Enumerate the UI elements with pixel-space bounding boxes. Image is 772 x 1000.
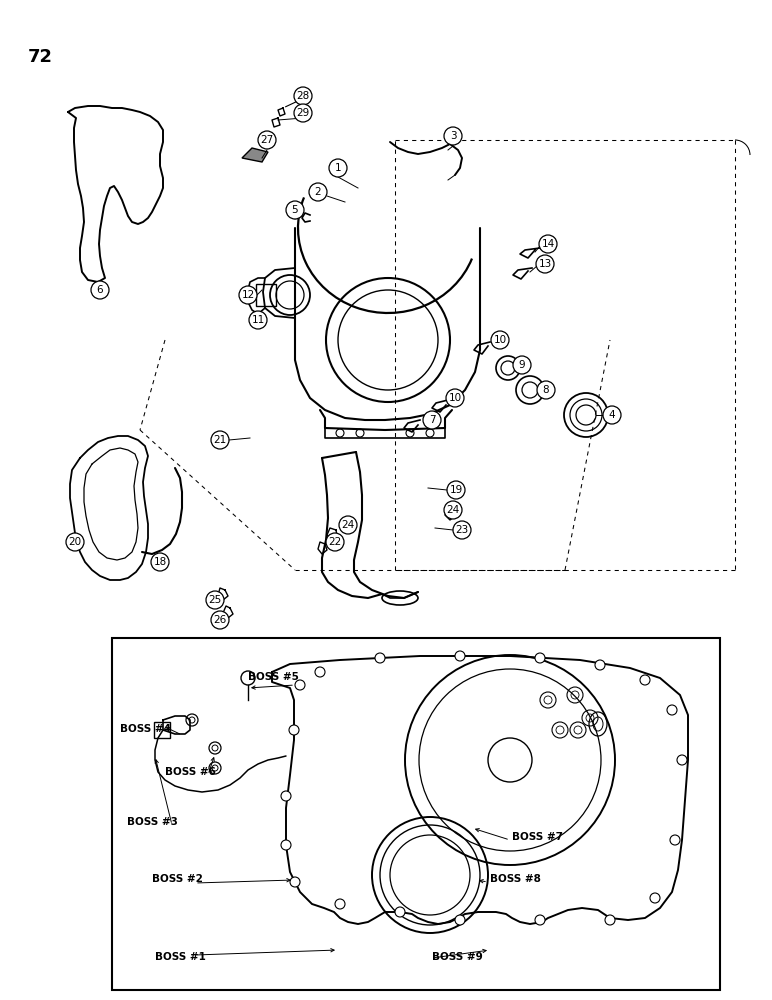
Text: 29: 29: [296, 108, 310, 118]
Text: 8: 8: [543, 385, 550, 395]
Circle shape: [453, 521, 471, 539]
Circle shape: [335, 899, 345, 909]
Circle shape: [294, 87, 312, 105]
Circle shape: [281, 840, 291, 850]
Circle shape: [309, 183, 327, 201]
Circle shape: [491, 331, 509, 349]
Circle shape: [455, 915, 465, 925]
Text: 10: 10: [449, 393, 462, 403]
Circle shape: [423, 411, 441, 429]
Circle shape: [670, 835, 680, 845]
Text: 4: 4: [608, 410, 615, 420]
Text: 9: 9: [519, 360, 525, 370]
Text: 24: 24: [341, 520, 354, 530]
Text: 14: 14: [541, 239, 554, 249]
Bar: [256, 284, 276, 306]
Text: BOSS #5: BOSS #5: [248, 672, 299, 682]
Circle shape: [326, 533, 344, 551]
Circle shape: [535, 915, 545, 925]
Circle shape: [249, 311, 267, 329]
Text: 21: 21: [213, 435, 227, 445]
Text: 27: 27: [260, 135, 273, 145]
Text: 3: 3: [449, 131, 456, 141]
Circle shape: [535, 653, 545, 663]
Text: 13: 13: [538, 259, 552, 269]
Text: BOSS #8: BOSS #8: [490, 874, 541, 884]
Circle shape: [258, 131, 276, 149]
Circle shape: [537, 381, 555, 399]
Circle shape: [211, 611, 229, 629]
Text: 12: 12: [242, 290, 255, 300]
Circle shape: [239, 286, 257, 304]
Circle shape: [151, 553, 169, 571]
Text: 24: 24: [446, 505, 459, 515]
Circle shape: [603, 406, 621, 424]
Circle shape: [315, 667, 325, 677]
Circle shape: [447, 481, 465, 499]
Circle shape: [290, 877, 300, 887]
Circle shape: [444, 127, 462, 145]
Text: BOSS #4: BOSS #4: [120, 724, 171, 734]
Text: BOSS #1: BOSS #1: [155, 952, 206, 962]
Text: 22: 22: [328, 537, 342, 547]
Text: 72: 72: [28, 48, 53, 66]
Text: 2: 2: [315, 187, 321, 197]
Text: 20: 20: [69, 537, 82, 547]
Circle shape: [539, 235, 557, 253]
Bar: [112, 638, 720, 990]
Circle shape: [289, 725, 299, 735]
Circle shape: [446, 389, 464, 407]
Circle shape: [677, 755, 687, 765]
Circle shape: [444, 501, 462, 519]
Circle shape: [329, 159, 347, 177]
Circle shape: [339, 516, 357, 534]
Text: 11: 11: [252, 315, 265, 325]
Text: 23: 23: [455, 525, 469, 535]
Text: BOSS #9: BOSS #9: [432, 952, 482, 962]
Text: 7: 7: [428, 415, 435, 425]
Circle shape: [536, 255, 554, 273]
Circle shape: [206, 591, 224, 609]
Circle shape: [286, 201, 304, 219]
Text: 28: 28: [296, 91, 310, 101]
Circle shape: [667, 705, 677, 715]
Circle shape: [455, 651, 465, 661]
Text: 6: 6: [96, 285, 103, 295]
Circle shape: [605, 915, 615, 925]
Text: 18: 18: [154, 557, 167, 567]
Text: 10: 10: [493, 335, 506, 345]
Circle shape: [595, 660, 605, 670]
Text: 19: 19: [449, 485, 462, 495]
Text: BOSS #7: BOSS #7: [512, 832, 563, 842]
Circle shape: [281, 791, 291, 801]
Text: 25: 25: [208, 595, 222, 605]
Text: 5: 5: [292, 205, 298, 215]
Circle shape: [295, 680, 305, 690]
Circle shape: [375, 653, 385, 663]
Circle shape: [650, 893, 660, 903]
Text: 26: 26: [213, 615, 227, 625]
Circle shape: [513, 356, 531, 374]
Text: BOSS #3: BOSS #3: [127, 817, 178, 827]
Text: 1: 1: [335, 163, 341, 173]
Circle shape: [395, 907, 405, 917]
Text: BOSS #6: BOSS #6: [165, 767, 216, 777]
Bar: [154, 722, 170, 738]
Circle shape: [640, 675, 650, 685]
Circle shape: [211, 431, 229, 449]
Circle shape: [66, 533, 84, 551]
Text: BOSS #2: BOSS #2: [152, 874, 203, 884]
Circle shape: [294, 104, 312, 122]
Polygon shape: [242, 148, 268, 162]
Circle shape: [91, 281, 109, 299]
